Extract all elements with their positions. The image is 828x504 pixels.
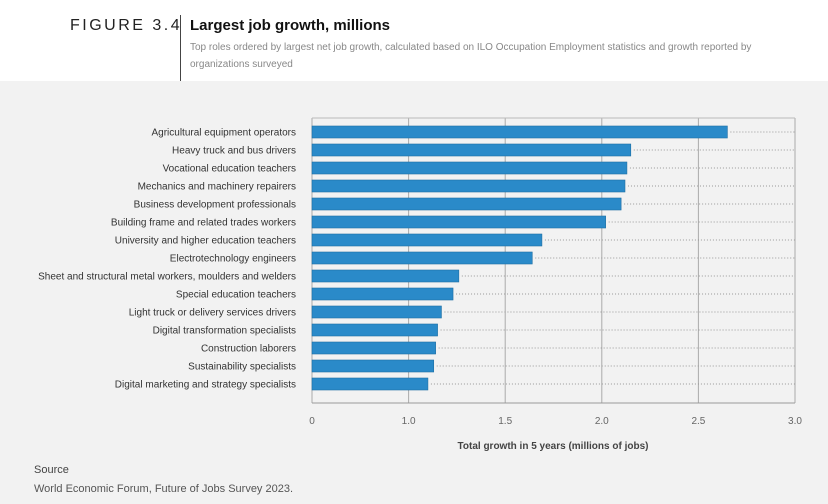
- bar: [311, 305, 442, 319]
- figure-label: FIGURE 3.4: [70, 17, 183, 34]
- bar: [311, 125, 728, 139]
- bar: [311, 251, 533, 265]
- bar: [311, 341, 436, 355]
- category-label: Sheet and structural metal workers, moul…: [38, 272, 296, 283]
- x-axis-title: Total growth in 5 years (millions of job…: [458, 441, 649, 452]
- category-label: University and higher education teachers: [115, 236, 296, 247]
- category-label: Sustainability specialists: [188, 362, 296, 373]
- bar: [311, 197, 622, 211]
- category-label: Electrotechnology engineers: [170, 254, 296, 265]
- x-tick-label: 1.0: [402, 416, 416, 427]
- category-label: Business development professionals: [134, 200, 296, 211]
- bar: [311, 269, 460, 283]
- x-tick-label: 2.5: [691, 416, 705, 427]
- bar: [311, 233, 543, 247]
- chart-title: Largest job growth, millions: [190, 17, 391, 34]
- category-label: Mechanics and machinery repairers: [138, 182, 296, 193]
- category-label: Agricultural equipment operators: [151, 128, 296, 139]
- x-tick-label: 1.5: [498, 416, 512, 427]
- x-tick-label: 0: [309, 416, 315, 427]
- category-label: Construction laborers: [201, 344, 296, 355]
- category-label: Digital transformation specialists: [153, 326, 296, 337]
- figure-header: FIGURE 3.4 Largest job growth, millions …: [0, 0, 828, 81]
- bar: [311, 287, 454, 301]
- header-divider: [180, 15, 181, 81]
- category-label: Digital marketing and strategy specialis…: [115, 380, 296, 391]
- source-text: World Economic Forum, Future of Jobs Sur…: [34, 483, 294, 495]
- category-label: Building frame and related trades worker…: [111, 218, 296, 229]
- bar: [311, 161, 628, 175]
- category-label: Vocational education teachers: [163, 164, 296, 175]
- category-label: Light truck or delivery services drivers: [129, 308, 296, 319]
- category-label: Heavy truck and bus drivers: [172, 146, 296, 157]
- x-tick-label: 3.0: [788, 416, 802, 427]
- source-heading: Source: [34, 464, 69, 476]
- bar: [311, 359, 435, 373]
- bar: [311, 179, 626, 193]
- bar: [311, 215, 606, 229]
- bar: [311, 323, 438, 337]
- x-tick-label: 2.0: [595, 416, 609, 427]
- category-label: Special education teachers: [176, 290, 296, 301]
- bar: [311, 377, 429, 391]
- bar: [311, 143, 632, 157]
- chart-subtitle: Top roles ordered by largest net job gro…: [190, 42, 752, 70]
